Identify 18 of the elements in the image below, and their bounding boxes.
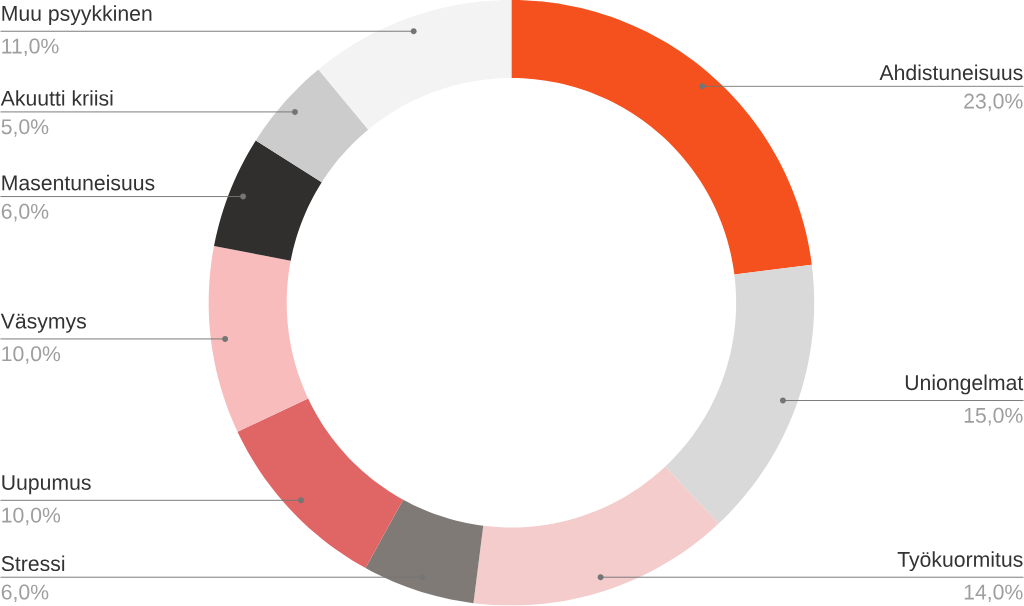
data-label: 6,0% <box>1 204 49 222</box>
data-label: 15,0% <box>964 408 1023 426</box>
data-label: 10,0% <box>2 507 61 526</box>
slice-label: Akuutti kriisi <box>0 90 113 106</box>
slice-label: Uupumus <box>2 475 91 495</box>
data-label: 23,0% <box>964 93 1023 112</box>
slice-label: Työkuormitus <box>897 551 1023 572</box>
data-label: 5,0% <box>1 119 49 137</box>
data-label: 11,0% <box>2 38 59 57</box>
data-label: 10,0% <box>2 346 61 365</box>
data-label: 14,0% <box>964 584 1023 603</box>
slice-label: Masentuneisuus <box>2 175 155 191</box>
slice-label: Ahdistuneisuus <box>879 64 1023 81</box>
slice-label: Väsymys <box>0 314 86 333</box>
slice-label: Uniongelmat <box>905 374 1024 395</box>
slice-label: Stressi <box>1 555 65 572</box>
data-label: 6,0% <box>1 584 49 603</box>
slice-label: Muu psyykkinen <box>2 5 152 26</box>
